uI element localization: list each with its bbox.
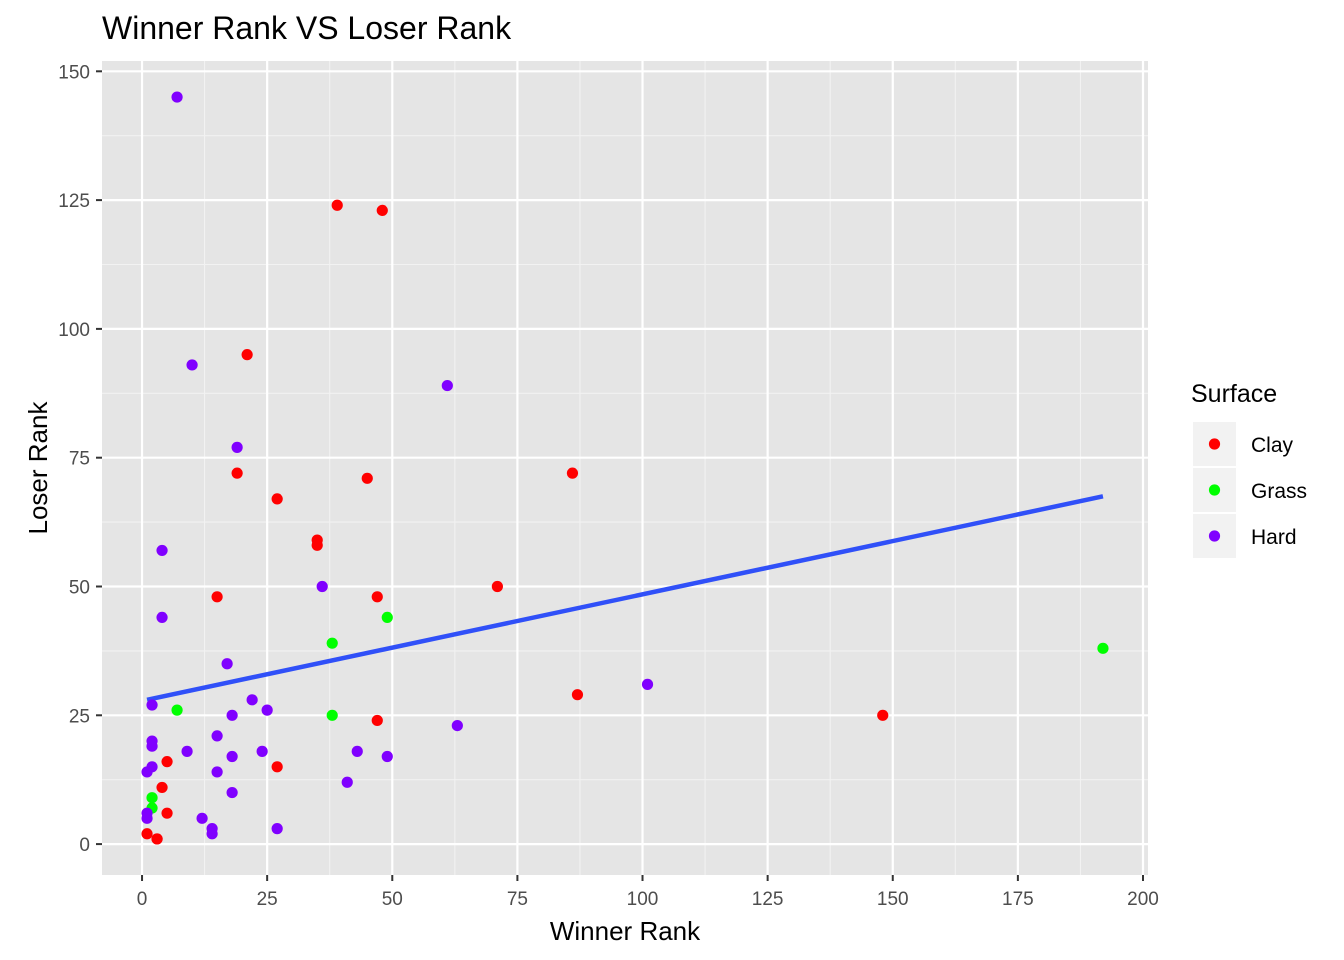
legend-symbol-clay [1208,438,1221,450]
trend-line [146,494,1104,703]
trend-line-group [146,494,1104,703]
point-grass [146,792,158,804]
x-axis-title: Winner Rank [550,916,701,946]
point-hard [231,441,243,453]
legend-symbol-hard [1208,530,1221,542]
point-grass [171,704,183,716]
major-gridlines [102,61,1148,875]
point-clay [211,591,223,603]
point-hard [316,580,328,593]
point-clay [231,467,243,479]
point-grass [381,611,393,624]
point-clay [331,199,343,211]
point-hard [381,750,393,763]
point-clay [376,204,388,217]
point-hard [341,776,353,788]
x-tick-label: 200 [1127,889,1159,910]
point-hard [141,766,153,778]
point-clay [491,580,503,593]
point-hard [186,359,198,371]
point-hard [156,611,168,624]
legend-label-grass: Grass [1251,480,1307,503]
y-tick-label: 125 [58,191,90,212]
x-tick-label: 125 [752,889,784,910]
point-clay [361,472,373,484]
x-tick-label: 175 [1002,889,1034,910]
point-hard [141,812,153,824]
legend: Surface Clay Grass Hard [1191,380,1307,558]
point-hard [226,786,238,799]
chart-title: Winner Rank VS Loser Rank [102,10,512,46]
point-clay [371,591,383,603]
y-axis-title: Loser Rank [23,401,53,535]
point-grass [1097,642,1109,654]
plot-panel [102,61,1148,875]
point-clay [566,467,579,479]
point-clay [156,781,168,794]
point-hard [221,658,233,670]
legend-title: Surface [1191,380,1277,408]
point-hard [196,812,208,824]
point-hard [211,730,223,742]
y-tick-label: 0 [79,835,90,856]
point-hard [146,699,158,711]
point-clay [571,689,584,701]
x-axis: 0 25 50 75 100 125 150 175 200 [137,875,1159,910]
point-hard [181,745,193,757]
point-clay [311,539,323,551]
point-clay [877,709,889,721]
y-axis: 0 25 50 75 100 125 150 [58,62,102,856]
point-hard [211,766,223,778]
x-tick-label: 100 [627,889,659,910]
point-hard [226,750,238,763]
x-tick-label: 0 [137,889,148,910]
point-hard [261,704,273,716]
point-hard [146,740,158,752]
point-clay [151,833,163,845]
x-tick-label: 25 [257,889,278,910]
point-hard [246,694,258,706]
point-clay [371,714,383,727]
point-hard [641,678,654,690]
y-tick-label: 75 [69,449,90,470]
point-clay [141,828,153,840]
y-tick-label: 25 [69,706,90,727]
point-grass [326,709,338,721]
data-points [141,91,1109,845]
y-tick-label: 50 [69,577,90,598]
point-grass [326,637,338,649]
y-tick-label: 150 [58,62,90,83]
point-hard [271,823,283,835]
x-tick-label: 150 [877,889,909,910]
point-hard [351,745,363,757]
point-clay [241,349,253,361]
point-hard [441,379,453,392]
point-clay [271,761,283,773]
point-hard [156,544,168,557]
x-tick-label: 75 [507,889,528,910]
legend-symbol-grass [1208,484,1221,496]
point-hard [451,719,463,732]
point-hard [206,828,218,840]
point-clay [271,493,283,505]
legend-label-hard: Hard [1251,526,1297,549]
point-clay [161,807,173,819]
legend-label-clay: Clay [1251,434,1294,457]
y-tick-label: 100 [58,320,90,341]
point-hard [226,709,238,721]
point-hard [171,91,183,103]
x-tick-label: 50 [382,889,403,910]
point-clay [161,756,173,768]
point-hard [256,745,268,757]
